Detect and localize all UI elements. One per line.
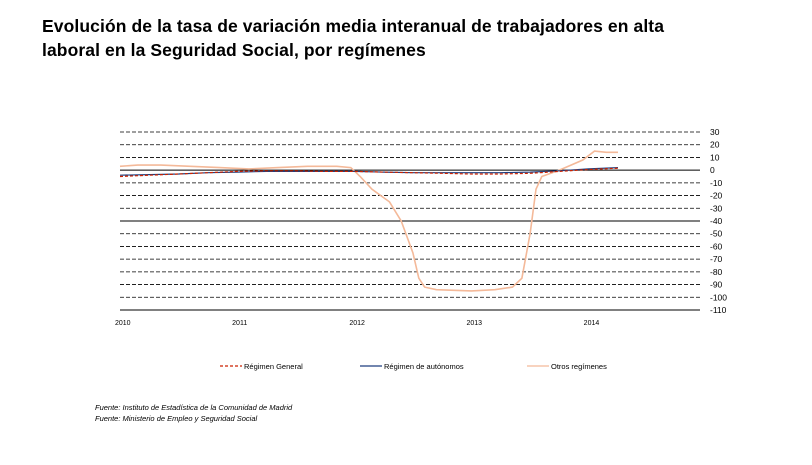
- y-tick-label: -100: [710, 292, 727, 302]
- y-tick-label: -50: [710, 229, 723, 239]
- y-tick-label: -20: [710, 191, 723, 201]
- x-tick-label-2014: 2014: [584, 320, 600, 327]
- source-note-2: Fuente: Ministerio de Empleo y Seguridad…: [95, 414, 258, 423]
- y-axis-tick-labels: 30 20 10 0 -10 -20 -30 -40 -50 -60 -70 -80 -90 -100 -1…: [710, 127, 727, 315]
- y-tick-label: -30: [710, 203, 723, 213]
- x-tick-label-2013: 2013: [467, 320, 483, 327]
- y-tick-label: -40: [710, 216, 723, 226]
- chart-legend: Régimen General Régimen de autónomos Otros…: [220, 362, 607, 371]
- y-tick-label: -60: [710, 241, 723, 251]
- y-tick-label: 0: [710, 165, 715, 175]
- x-tick-label-2010: 2010: [115, 320, 131, 327]
- series-line-1: [119, 167, 619, 176]
- chart-gridlines: [120, 131, 700, 311]
- legend-label-0: Régimen General: [244, 362, 303, 371]
- x-tick-label-2011: 2011: [232, 320, 247, 327]
- y-tick-label: -80: [710, 267, 723, 277]
- y-tick-label: -10: [710, 178, 723, 188]
- series-line-0: [119, 167, 619, 178]
- y-tick-label: 10: [710, 152, 720, 162]
- chart-title-line-1: Evolución de la tasa de variación media …: [42, 16, 665, 36]
- y-tick-label: 30: [710, 127, 720, 137]
- chart-series-lines: [119, 150, 619, 292]
- legend-label-1: Régimen de autónomos: [384, 362, 464, 371]
- y-tick-label: -110: [710, 305, 727, 315]
- x-tick-label-2012: 2012: [349, 320, 365, 327]
- legend-label-2: Otros regímenes: [551, 362, 607, 371]
- x-axis-tick-labels: 2010 2011 2012 2013 2014: [115, 320, 599, 327]
- y-tick-label: 20: [710, 140, 720, 150]
- chart-title-line-2: laboral en la Seguridad Social, por regí…: [42, 40, 426, 60]
- source-note-1: Fuente: Instituto de Estadística de la C…: [95, 403, 293, 412]
- chart-title: Evolución de la tasa de variación media …: [42, 14, 802, 62]
- y-tick-label: -90: [710, 280, 723, 290]
- series-line-2: [119, 150, 618, 292]
- y-tick-label: -70: [710, 254, 723, 264]
